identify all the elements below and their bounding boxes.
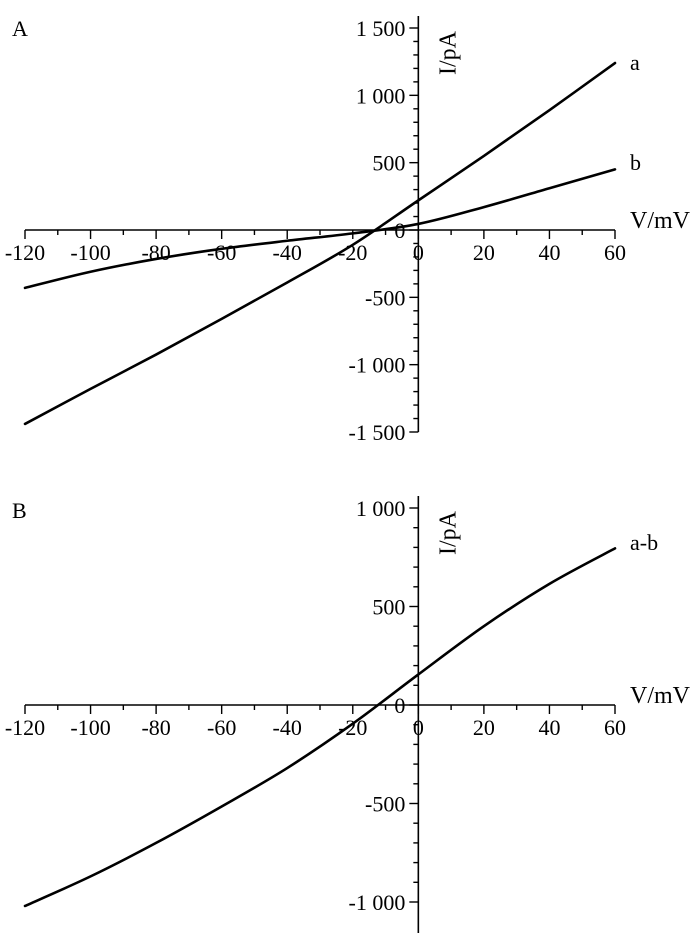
x-tick-label: -100 <box>70 240 110 265</box>
x-axis-title: V/mV <box>630 683 691 709</box>
y-tick-label: 0 <box>394 693 405 718</box>
x-tick-label: -60 <box>207 240 236 265</box>
y-tick-label: 500 <box>372 151 405 176</box>
x-tick-label: 40 <box>538 240 560 265</box>
x-tick-label: -40 <box>273 715 302 740</box>
series-b-line <box>25 169 615 288</box>
series-label: b <box>630 150 641 175</box>
y-axis-title: I/pA <box>435 510 461 555</box>
y-tick-label: -1 500 <box>349 420 406 445</box>
x-tick-label: 40 <box>538 715 560 740</box>
x-tick-label: -120 <box>5 240 45 265</box>
x-tick-label: -100 <box>70 715 110 740</box>
x-tick-label: 20 <box>473 240 495 265</box>
x-tick-label: -60 <box>207 715 236 740</box>
x-axis-title: V/mV <box>630 208 691 234</box>
y-tick-label: 1 000 <box>356 496 406 521</box>
x-tick-label: 60 <box>604 715 626 740</box>
x-tick-label: -20 <box>338 715 367 740</box>
y-tick-label: -500 <box>365 285 405 310</box>
y-tick-label: 500 <box>372 595 405 620</box>
series-label: a-b <box>630 530 658 555</box>
y-tick-label: 1 500 <box>356 16 406 41</box>
series-label: a <box>630 50 640 75</box>
y-tick-label: -500 <box>365 792 405 817</box>
panel-b-chart: B -120 -100 -80 -60 -40 -20 0 20 40 60 -1 000 -500 0 5… <box>5 496 691 933</box>
series-a-line <box>25 63 615 424</box>
x-tick-label: -120 <box>5 715 45 740</box>
y-tick-label: 0 <box>394 218 405 243</box>
y-tick-label: 1 000 <box>356 83 406 108</box>
y-tick-label: -1 000 <box>349 890 406 915</box>
panel-a-chart: A-120 -100 -80 -60 -40 -20 0 20 40 60-1 500-1 000… <box>5 16 691 445</box>
x-tick-label: -40 <box>273 240 302 265</box>
panel-label: A <box>12 16 28 41</box>
x-tick-label: 60 <box>604 240 626 265</box>
x-tick-label: 20 <box>473 715 495 740</box>
x-tick-label: -80 <box>141 715 170 740</box>
y-axis-title: I/pA <box>435 30 461 75</box>
panel-label: B <box>12 498 27 523</box>
series-a-b-line <box>25 548 615 906</box>
y-tick-label: -1 000 <box>349 353 406 378</box>
x-tick-label: 0 <box>413 715 424 740</box>
